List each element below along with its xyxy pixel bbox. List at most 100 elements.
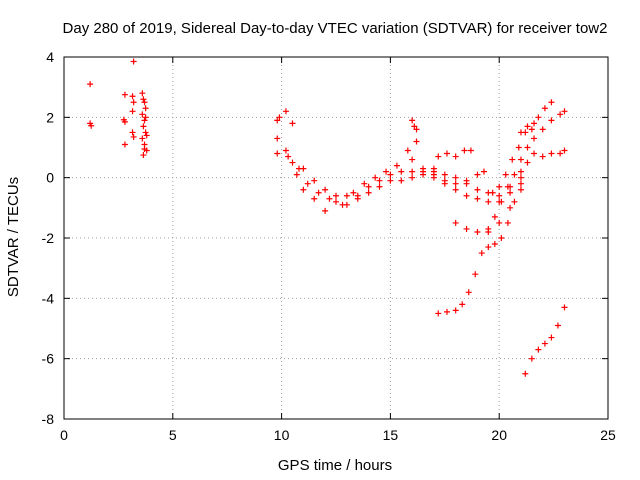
data-point [535, 346, 542, 353]
data-series [409, 117, 420, 133]
x-tick-label: 0 [60, 427, 68, 443]
data-point [404, 147, 411, 154]
data-point [311, 195, 318, 202]
data-point [502, 171, 509, 178]
data-point [130, 58, 137, 65]
data-point [293, 171, 300, 178]
data-point [350, 189, 357, 196]
data-point [398, 177, 405, 184]
data-point [517, 174, 524, 181]
data-point [474, 228, 481, 235]
data-point [504, 219, 511, 226]
data-point [443, 308, 450, 315]
data-series [300, 165, 437, 208]
data-point [139, 111, 146, 118]
y-ticks: -8 -6 -4 -2 0 2 4 [42, 49, 608, 427]
data-point [554, 322, 561, 329]
data-point [498, 235, 505, 241]
data-point [420, 165, 427, 172]
data-point [311, 177, 318, 184]
data-point [491, 241, 498, 248]
data-point [383, 168, 390, 175]
x-tick-label: 5 [169, 427, 177, 443]
data-point [343, 192, 350, 199]
data-series [452, 186, 524, 235]
data-point [354, 192, 361, 199]
data-point [539, 126, 546, 133]
data-point [129, 108, 136, 115]
data-point [517, 129, 524, 136]
data-point [289, 120, 296, 127]
data-point [535, 114, 542, 121]
data-point [511, 171, 518, 178]
data-point [274, 150, 281, 157]
data-point [485, 244, 492, 251]
y-tick-label: 0 [46, 170, 54, 186]
data-point [365, 183, 372, 190]
data-point [376, 183, 383, 190]
data-point [441, 171, 448, 178]
data-point [531, 120, 538, 127]
data-series [522, 304, 568, 377]
data-point [452, 219, 459, 226]
data-point [300, 165, 307, 172]
data-point [541, 340, 548, 347]
data-point [289, 159, 296, 166]
data-point [361, 180, 368, 187]
data-point [511, 198, 518, 205]
x-ticks: 0 5 10 15 20 25 [60, 57, 616, 443]
data-point [141, 99, 148, 106]
data-point [507, 204, 514, 211]
data-series [87, 58, 150, 159]
data-point [129, 129, 136, 136]
y-tick-label: -2 [42, 230, 55, 246]
data-point [561, 108, 568, 115]
data-point [409, 117, 416, 124]
data-point [139, 90, 146, 97]
data-point [282, 147, 289, 154]
data-point [398, 168, 405, 175]
data-point [322, 207, 329, 214]
x-tick-label: 25 [600, 427, 616, 443]
data-point [372, 174, 379, 181]
x-tick-label: 10 [274, 427, 290, 443]
data-point [285, 153, 292, 160]
data-point [430, 174, 437, 181]
data-point [478, 250, 485, 257]
data-point [121, 91, 128, 98]
data-point [531, 135, 538, 142]
data-point [142, 114, 149, 121]
data-point [413, 126, 420, 133]
data-point [463, 192, 470, 199]
data-point [517, 180, 524, 187]
data-point [467, 147, 474, 154]
y-tick-label: -8 [42, 411, 55, 427]
data-point [130, 99, 137, 106]
data-point [474, 186, 481, 193]
data-point [485, 198, 492, 205]
data-point [452, 153, 459, 160]
data-series [435, 108, 568, 317]
data-series [430, 174, 524, 205]
data-point [561, 147, 568, 154]
data-point [474, 171, 481, 178]
data-point [409, 174, 416, 181]
data-point [387, 171, 394, 178]
data-point [87, 81, 94, 88]
data-point [496, 219, 503, 226]
data-point [548, 150, 555, 157]
data-point [557, 150, 564, 157]
data-point [452, 186, 459, 193]
data-series [485, 147, 568, 251]
chart-title: Day 280 of 2019, Sidereal Day-to-day VTE… [63, 20, 608, 37]
data-point [463, 180, 470, 187]
data-point [548, 334, 555, 341]
data-point [548, 99, 555, 106]
data-point [413, 138, 420, 145]
data-series [489, 99, 555, 196]
data-point [140, 123, 147, 130]
data-point [531, 150, 538, 157]
data-point [139, 135, 146, 142]
data-point [465, 289, 472, 296]
data-point [489, 189, 496, 196]
